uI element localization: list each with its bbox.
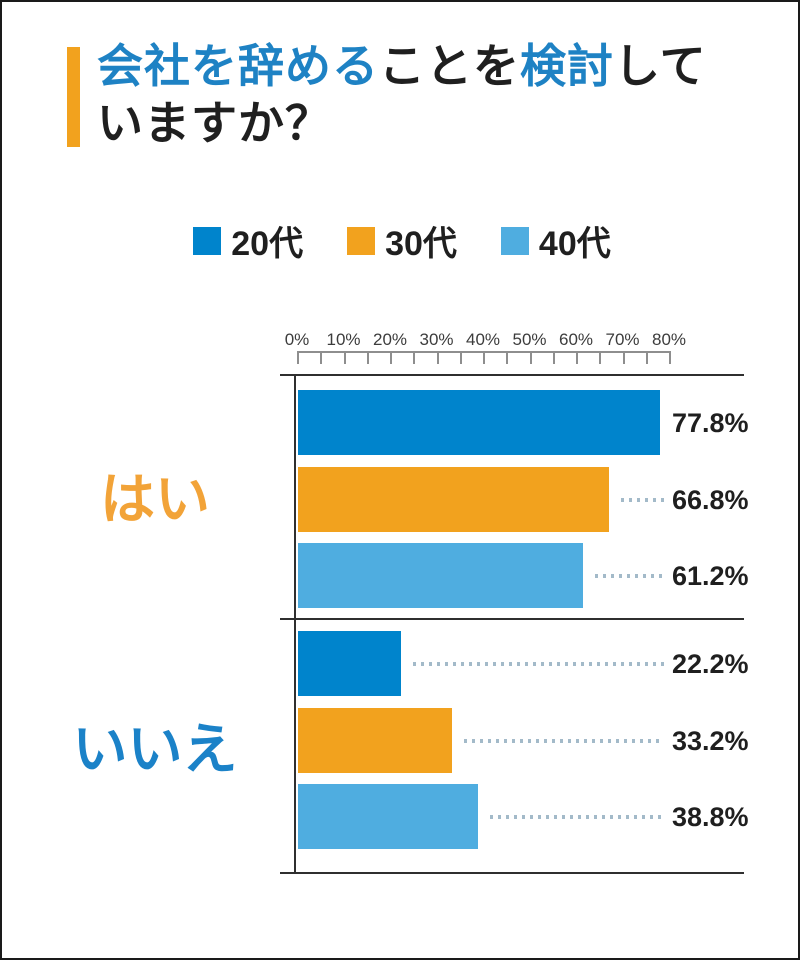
legend-swatch [500, 226, 529, 255]
title-accent-bar [67, 47, 80, 147]
axis-tick [622, 351, 625, 364]
value-leader-dots [490, 814, 664, 819]
plot-bottom-line [280, 872, 744, 874]
legend-swatch [347, 226, 376, 255]
axis-tick [506, 351, 509, 364]
bar [298, 467, 609, 532]
category-label: いいえ [72, 718, 238, 780]
value-leader-dots [464, 738, 664, 743]
plot-axis-line [294, 374, 296, 874]
axis-tick [459, 351, 462, 364]
title-segment: ことを [379, 40, 520, 92]
bar [298, 390, 660, 455]
axis-tick [320, 351, 323, 364]
axis-tick-label: 80% [651, 330, 687, 349]
axis-tick [599, 351, 602, 364]
legend-label: 30代 [385, 225, 457, 263]
value-label: 22.2% [672, 648, 749, 679]
bar [298, 708, 453, 773]
value-leader-dots [620, 497, 664, 502]
legend: 20代 30代 40代 [2, 216, 798, 265]
plot-top-line [280, 374, 744, 376]
legend-item: 20代 [193, 216, 303, 265]
axis-tick-label: 30% [419, 330, 454, 349]
value-label: 38.8% [672, 801, 749, 832]
category-label: はい [99, 468, 210, 530]
legend-swatch [193, 226, 222, 255]
legend-label: 20代 [231, 225, 304, 263]
axis-tick-label: 60% [558, 330, 594, 349]
axis-tick [529, 351, 532, 364]
legend-label: 40代 [538, 225, 611, 263]
page-title: 会社を辞めることを検討していますか？ [97, 38, 777, 152]
value-leader-dots [413, 661, 664, 666]
value-label: 33.2% [672, 725, 749, 756]
axis-tick-label: 0% [284, 330, 310, 349]
axis-tick-label: 20% [372, 330, 408, 349]
axis-tick [576, 351, 578, 364]
title-segment: いますか？ [97, 97, 332, 149]
axis-tick-label: 10% [326, 330, 361, 349]
axis-tick [436, 351, 439, 364]
axis-tick [645, 351, 648, 364]
axis-tick-label: 40% [465, 330, 501, 349]
legend-item: 40代 [500, 216, 611, 265]
bar [298, 543, 583, 608]
axis-tick [552, 351, 555, 364]
axis-tick [366, 351, 369, 364]
axis-tick-label: 70% [605, 330, 640, 349]
group-divider-line [280, 618, 744, 620]
title-segment: 検討 [520, 40, 614, 92]
title-segment: 会社を辞める [97, 40, 379, 92]
axis-tick [390, 351, 392, 364]
axis-tick-label: 50% [512, 330, 547, 349]
value-label: 61.2% [672, 560, 749, 591]
value-leader-dots [594, 573, 664, 578]
bar [298, 784, 479, 849]
axis-tick [483, 351, 485, 364]
bar [298, 631, 402, 696]
legend-item: 30代 [347, 216, 457, 265]
title-segment: して [614, 40, 707, 92]
axis-tick [343, 351, 346, 364]
axis-tick [413, 351, 416, 364]
value-label: 77.8% [672, 407, 749, 438]
axis-tick [669, 351, 671, 364]
axis-tick [297, 351, 299, 364]
value-label: 66.8% [672, 484, 749, 515]
